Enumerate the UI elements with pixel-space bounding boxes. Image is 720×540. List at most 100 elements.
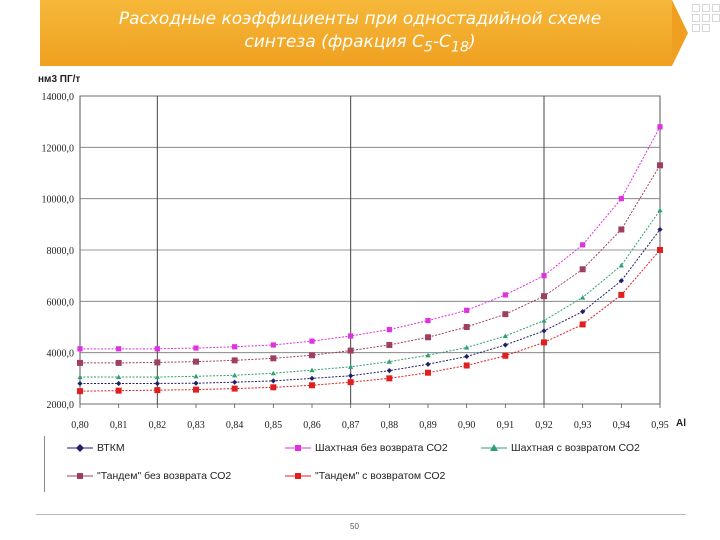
data-point xyxy=(348,373,354,379)
data-point xyxy=(541,339,547,346)
data-point xyxy=(580,242,586,248)
legend-swatch-marker xyxy=(295,473,301,479)
slide-title-line2: синтеза (фракция С5-С18) xyxy=(60,31,660,59)
title-banner-arrow xyxy=(672,0,688,66)
x-axis-label: Al xyxy=(676,418,686,429)
y-tick-label: 8000,0 xyxy=(47,246,75,257)
data-point xyxy=(116,346,122,352)
data-point xyxy=(116,380,122,387)
data-point xyxy=(193,345,199,351)
x-tick-label: 0,85 xyxy=(265,420,283,431)
data-point xyxy=(657,226,663,233)
data-point xyxy=(463,324,470,330)
data-point xyxy=(502,333,508,339)
data-point xyxy=(502,342,508,348)
data-point xyxy=(348,364,354,369)
data-point xyxy=(309,338,315,344)
legend-swatch-marker xyxy=(295,445,301,451)
data-point xyxy=(270,378,276,384)
legend-item-shaft-return: Шахтная с возвратом СО2 xyxy=(481,442,640,454)
legend-swatch xyxy=(481,444,507,451)
slide-title: Расходные коэффициенты при одностадийной… xyxy=(60,8,660,59)
series-line xyxy=(80,165,661,364)
data-point xyxy=(502,352,509,359)
x-tick-label: 0,87 xyxy=(342,420,360,431)
data-point xyxy=(425,361,431,367)
data-point xyxy=(154,380,160,387)
series-line xyxy=(80,126,661,350)
data-point xyxy=(580,294,586,300)
data-point xyxy=(270,370,276,376)
data-point xyxy=(77,380,83,387)
data-point xyxy=(193,358,199,365)
legend-item-tandem-no-return: "Тандем" без возврата СО2 xyxy=(67,470,231,482)
title-subscript: 5 xyxy=(423,39,433,56)
legend-swatch xyxy=(285,445,311,451)
series-line xyxy=(80,209,661,378)
x-tick-label: 0,83 xyxy=(187,420,205,431)
series-line xyxy=(79,249,661,392)
x-tick-label: 0,82 xyxy=(149,420,167,431)
footer-divider xyxy=(36,514,686,515)
x-tick-label: 0,89 xyxy=(419,420,437,431)
data-point xyxy=(270,342,276,348)
data-point xyxy=(154,359,161,366)
x-tick-label: 0,92 xyxy=(535,420,553,431)
y-tick-label: 6000,0 xyxy=(47,297,75,308)
data-point xyxy=(232,372,238,378)
y-tick-label: 14000,0 xyxy=(42,92,75,103)
y-tick-label: 10000,0 xyxy=(42,195,75,206)
x-tick-label: 0,93 xyxy=(574,420,592,431)
data-point xyxy=(464,344,470,350)
data-point xyxy=(309,352,315,359)
x-tick-label: 0,91 xyxy=(497,420,515,431)
legend-label: ВТКМ xyxy=(97,442,125,454)
data-point xyxy=(231,385,238,392)
data-point xyxy=(541,293,547,300)
data-point xyxy=(347,347,354,354)
data-point xyxy=(579,266,586,273)
data-point xyxy=(541,328,547,334)
legend-swatch-marker xyxy=(490,444,498,451)
legend-swatch xyxy=(67,444,93,452)
data-point xyxy=(386,368,392,374)
legend-label: Шахтная с возвратом СО2 xyxy=(511,442,640,454)
x-tick-label: 0,94 xyxy=(613,420,631,431)
legend-item-vtkm: ВТКМ xyxy=(67,442,125,454)
data-point xyxy=(502,292,508,298)
y-tick-label: 4000,0 xyxy=(47,349,75,360)
page-number: 50 xyxy=(350,522,359,531)
data-point xyxy=(657,162,663,169)
legend-swatch-marker xyxy=(77,473,83,479)
data-point xyxy=(425,369,431,376)
x-tick-label: 0,95 xyxy=(651,420,669,431)
title-part: -С xyxy=(432,32,451,52)
data-point xyxy=(425,352,431,358)
data-point xyxy=(579,321,586,328)
corner-decoration xyxy=(688,0,720,66)
data-point xyxy=(77,346,83,352)
series-line xyxy=(80,229,661,384)
title-banner xyxy=(40,0,672,66)
title-part: ) xyxy=(468,32,476,52)
data-point xyxy=(270,384,277,391)
legend-label: "Тандем" с возвратом СО2 xyxy=(315,470,446,482)
data-point xyxy=(193,373,199,379)
slide-title-line1: Расходные коэффициенты при одностадийной… xyxy=(118,9,602,29)
data-point xyxy=(115,359,122,366)
data-point xyxy=(657,124,663,130)
data-point xyxy=(270,355,277,362)
data-point xyxy=(77,388,83,395)
data-point xyxy=(425,317,431,324)
data-point xyxy=(541,273,547,279)
data-point xyxy=(115,387,122,394)
data-point xyxy=(154,374,160,380)
data-point xyxy=(77,359,83,366)
legend: ВТКМ Шахтная без возврата СО2 Шахтная с … xyxy=(44,436,667,492)
data-point xyxy=(232,379,238,385)
data-point xyxy=(618,278,624,284)
data-point xyxy=(116,374,122,380)
data-point xyxy=(386,375,393,382)
legend-label: "Тандем" без возврата СО2 xyxy=(97,470,232,482)
